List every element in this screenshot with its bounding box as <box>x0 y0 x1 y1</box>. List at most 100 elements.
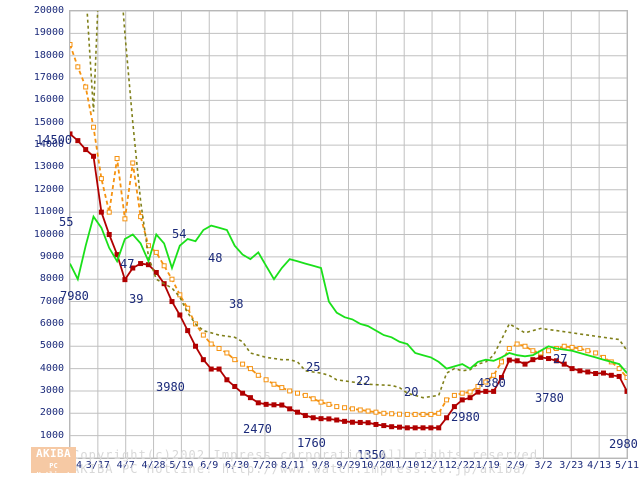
data-point-marker <box>310 396 316 402</box>
data-point-marker <box>624 375 627 381</box>
data-point-marker <box>75 64 81 70</box>
grid-lines <box>70 11 627 458</box>
data-point-marker <box>161 263 167 269</box>
data-point-marker <box>98 209 104 215</box>
data-point-marker <box>593 371 599 377</box>
data-label: 7980 <box>60 289 89 303</box>
data-point-marker <box>365 420 371 426</box>
data-point-marker <box>357 419 363 425</box>
x-tick-label: 12/1 <box>420 460 445 471</box>
y-tick-label: 4000 <box>39 362 64 374</box>
data-label: 14500 <box>36 133 73 147</box>
data-point-marker <box>122 277 128 283</box>
data-point-marker <box>467 395 473 401</box>
data-point-marker <box>232 383 238 389</box>
data-point-marker <box>561 343 567 349</box>
data-label: 38 <box>229 297 244 311</box>
data-point-marker <box>200 332 206 338</box>
data-label: 3780 <box>535 391 564 405</box>
x-tick-label: 6/30 <box>225 460 250 471</box>
data-point-marker <box>593 350 599 356</box>
series-olive-dotted <box>86 11 627 399</box>
data-point-marker <box>577 345 583 351</box>
data-point-marker <box>91 124 97 130</box>
data-point-marker <box>491 388 497 394</box>
data-point-marker <box>247 366 253 372</box>
data-point-marker <box>122 216 128 222</box>
data-label: 47 <box>120 257 135 271</box>
data-point-marker <box>83 147 89 153</box>
data-point-marker <box>522 343 528 349</box>
data-point-marker <box>318 399 324 405</box>
data-point-marker <box>208 341 214 347</box>
data-point-marker <box>585 348 591 354</box>
x-tick-label: 4/13 <box>587 460 612 471</box>
logo-text-akiba: AKIBA <box>35 447 72 460</box>
y-tick-label: 5000 <box>39 340 64 352</box>
data-point-marker <box>349 419 355 425</box>
x-tick-label: 12/22 <box>444 460 475 471</box>
data-point-marker <box>263 401 269 407</box>
data-point-marker <box>130 160 136 166</box>
series-green-solid <box>70 214 627 374</box>
y-tick-label: 7000 <box>39 295 64 307</box>
data-point-marker <box>287 406 293 412</box>
data-point-marker <box>106 209 112 215</box>
data-point-marker <box>70 42 73 48</box>
data-label: 2980 <box>451 410 480 424</box>
data-point-marker <box>326 401 332 407</box>
data-label: 20 <box>404 385 419 399</box>
y-tick-label: 15000 <box>33 116 64 128</box>
data-point-marker <box>295 409 301 415</box>
data-point-marker <box>624 388 627 394</box>
data-point-marker <box>412 425 418 431</box>
data-point-marker <box>224 350 230 356</box>
y-tick-label: 16000 <box>33 94 64 106</box>
data-point-marker <box>569 344 575 350</box>
data-point-marker <box>428 425 434 431</box>
x-tick-label: 5/19 <box>169 460 194 471</box>
x-tick-label: 3/23 <box>559 460 584 471</box>
data-point-marker <box>216 366 222 372</box>
series-lines <box>70 11 627 431</box>
y-tick-label: 10000 <box>33 228 64 240</box>
data-point-marker <box>491 372 497 378</box>
data-point-marker <box>538 354 544 360</box>
data-label: 27 <box>553 352 568 366</box>
data-point-marker <box>381 410 387 416</box>
data-label: 3980 <box>156 380 185 394</box>
x-tick-label: 2/9 <box>506 460 525 471</box>
data-point-marker <box>404 411 410 417</box>
data-point-marker <box>216 345 222 351</box>
x-tick-label: 9/29 <box>336 460 361 471</box>
data-point-marker <box>185 328 191 334</box>
x-tick-label: 3/17 <box>85 460 110 471</box>
series-orange-dashed <box>70 42 627 417</box>
data-point-marker <box>451 392 457 398</box>
data-point-marker <box>553 358 559 364</box>
data-point-marker <box>483 388 489 394</box>
data-label: 1350 <box>357 448 386 462</box>
akiba-logo: AKIBA PC Hotline! <box>31 447 76 479</box>
data-point-marker <box>342 405 348 411</box>
y-tick-label: 14000 <box>33 139 64 151</box>
data-label: 2980 <box>609 437 638 451</box>
x-tick-label: 3/2 <box>534 460 553 471</box>
y-tick-label: 6000 <box>39 317 64 329</box>
data-point-marker <box>271 402 277 408</box>
data-point-marker <box>70 131 73 137</box>
y-tick-label: 1000 <box>39 429 64 441</box>
data-point-marker <box>75 138 81 144</box>
data-point-marker <box>349 406 355 412</box>
chart-canvas <box>70 11 627 458</box>
x-tick-label: 4/28 <box>141 460 166 471</box>
data-label: 55 <box>59 215 74 229</box>
data-point-marker <box>483 379 489 385</box>
x-tick-label: 9/8 <box>311 460 330 471</box>
data-label: 4380 <box>477 376 506 390</box>
x-tick-label: 7/20 <box>252 460 277 471</box>
x-tick-label: 5/11 <box>614 460 640 471</box>
data-point-marker <box>271 381 277 387</box>
y-tick-label: 2000 <box>39 407 64 419</box>
data-point-marker <box>522 361 528 367</box>
